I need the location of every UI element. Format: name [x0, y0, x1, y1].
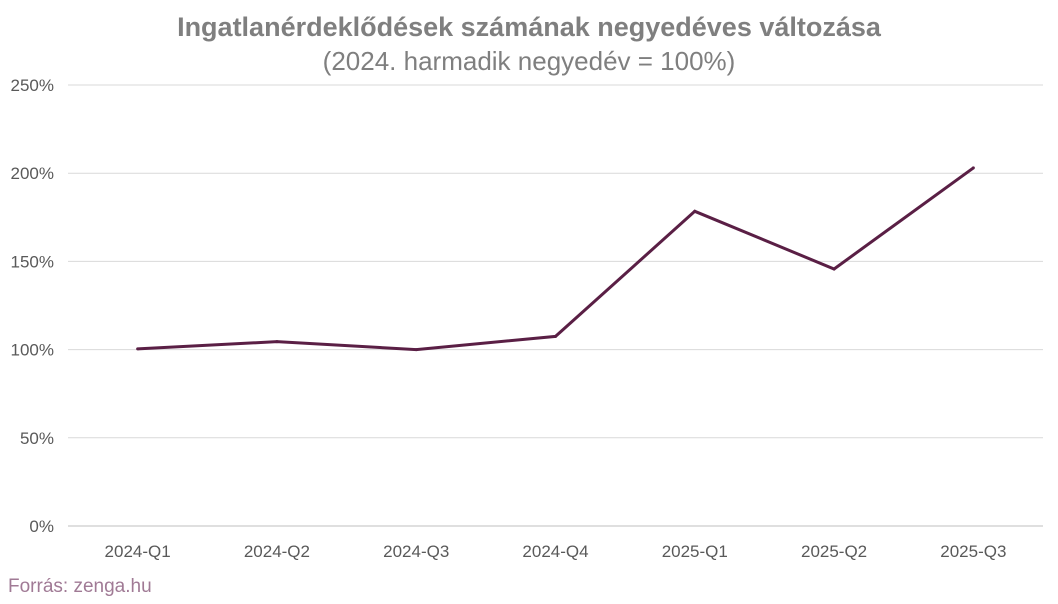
data-point	[275, 340, 279, 344]
data-point	[136, 347, 140, 351]
y-tick-label: 50%	[20, 429, 54, 448]
x-tick-label: 2025-Q3	[940, 542, 1006, 561]
y-tick-label: 250%	[11, 76, 54, 95]
y-tick-label: 150%	[11, 252, 54, 271]
data-point	[693, 209, 697, 213]
y-tick-label: 0%	[29, 517, 54, 536]
source-note: Forrás: zenga.hu	[8, 576, 152, 597]
data-point	[414, 348, 418, 352]
data-point	[971, 166, 975, 170]
chart-title: Ingatlanérdeklődések számának negyedéves…	[177, 12, 881, 42]
data-point	[832, 267, 836, 271]
series-line	[137, 166, 975, 352]
chart-subtitle: (2024. harmadik negyedév = 100%)	[322, 46, 736, 76]
data-point	[554, 334, 557, 338]
x-tick-label: 2025-Q1	[662, 542, 728, 561]
x-tick-label: 2025-Q2	[801, 542, 867, 561]
y-tick-label: 200%	[11, 164, 54, 183]
x-tick-label: 2024-Q2	[244, 542, 310, 561]
x-tick-label: 2024-Q3	[383, 542, 449, 561]
x-tick-label: 2024-Q4	[522, 542, 588, 561]
x-tick-label: 2024-Q1	[105, 542, 171, 561]
y-tick-label: 100%	[11, 341, 54, 360]
